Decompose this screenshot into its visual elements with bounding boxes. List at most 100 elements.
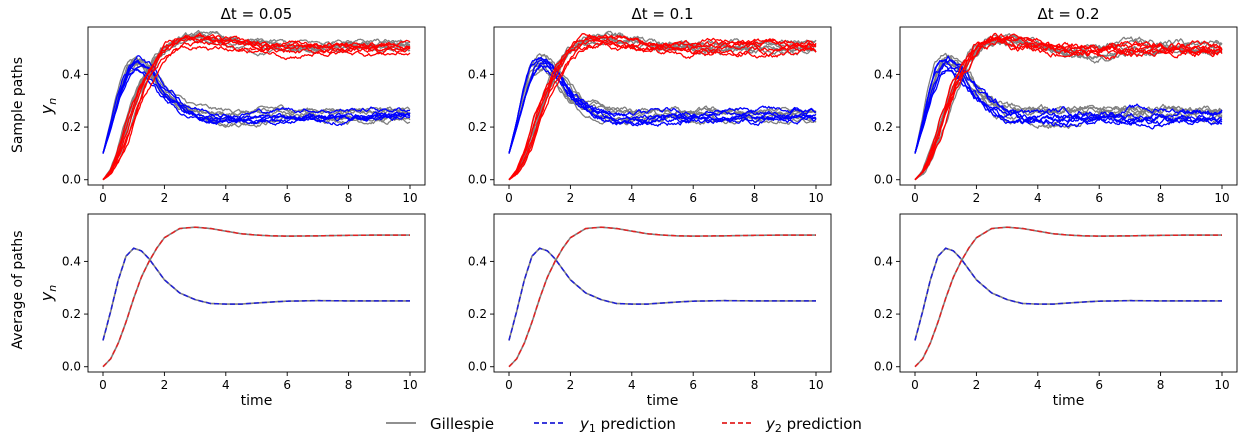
x-tick-label: 4 — [628, 378, 636, 392]
tau-y2-path — [102, 32, 411, 181]
x-tick-label: 6 — [283, 378, 291, 392]
x-tick-label: 4 — [222, 378, 230, 392]
y-tick-label: 0.0 — [62, 173, 81, 187]
gillespie-y2-path — [102, 29, 411, 181]
y2-prediction-line — [914, 226, 1222, 368]
y-tick-label: 0.4 — [62, 254, 81, 268]
y-tick-label: 0.2 — [468, 120, 487, 134]
x-tick-label: 8 — [1157, 378, 1165, 392]
tau-y2-path — [914, 33, 1223, 181]
plot-area — [914, 32, 1223, 181]
panel-r1-c1: 0 2 4 6 8 10 0.0 0.2 0.4 time — [468, 213, 832, 409]
tau-y2-path — [102, 34, 411, 181]
y-tick-label: 0.4 — [468, 254, 487, 268]
x-tick-label: 2 — [161, 378, 169, 392]
panel-title: Δt = 0.1 — [631, 5, 693, 23]
panel-r1-c2: 0 2 4 6 8 10 0.0 0.2 0.4 time — [874, 213, 1238, 409]
axes-frame — [87, 213, 426, 373]
plot-area — [508, 226, 816, 368]
y-tick-label: 0.4 — [468, 67, 487, 81]
panel-r0-c2: 0 2 4 6 8 10 0.0 0.2 0.4 Δt = 0.2 — [874, 5, 1238, 205]
gillespie-y2-path — [102, 30, 411, 181]
legend-label-gillespie: Gillespie — [430, 415, 494, 433]
tau-y2-path — [508, 39, 817, 181]
x-tick-label: 6 — [689, 378, 697, 392]
plot-area — [508, 30, 817, 181]
y1-prediction-line — [102, 247, 410, 341]
y2-prediction-line — [102, 226, 410, 368]
legend-label-y2: y2 prediction — [765, 415, 862, 435]
panel-r0-c0: 0 2 4 6 8 10 0.0 0.2 0.4 Δt = 0.05 yn — [37, 5, 426, 205]
gillespie-y2-path — [102, 35, 411, 181]
y-tick-label: 0.4 — [62, 67, 81, 81]
tau-y1-path — [508, 64, 817, 154]
plot-area — [102, 226, 410, 368]
x-tick-label: 10 — [808, 378, 823, 392]
y-tick-label: 0.0 — [874, 173, 893, 187]
y1-prediction-line — [508, 247, 816, 341]
axes-frame — [493, 213, 832, 373]
tau-y1-path — [102, 59, 411, 154]
gillespie-y2-path — [102, 35, 411, 181]
x-tick-label: 8 — [345, 191, 353, 205]
x-tick-label: 10 — [402, 191, 417, 205]
x-axis-label: time — [1053, 393, 1085, 409]
tau-y1-path — [914, 58, 1223, 154]
x-tick-label: 6 — [1095, 191, 1103, 205]
x-tick-label: 2 — [973, 378, 981, 392]
legend-label-y1: y1 prediction — [579, 415, 676, 435]
y-tick-label: 0.4 — [874, 67, 893, 81]
panel-title: Δt = 0.2 — [1037, 5, 1099, 23]
x-axis-label: time — [241, 393, 273, 409]
x-tick-label: 6 — [283, 191, 291, 205]
tau-y2-path — [508, 33, 817, 181]
x-tick-label: 2 — [973, 191, 981, 205]
panel-r1-c0: 0 2 4 6 8 10 0.0 0.2 0.4 time yn — [37, 213, 426, 409]
axes-frame — [493, 26, 832, 186]
y-tick-label: 0.2 — [874, 120, 893, 134]
y-tick-label: 0.0 — [62, 360, 81, 374]
y2-prediction-line — [508, 226, 816, 368]
tau-y2-path — [914, 36, 1223, 181]
y-tick-label: 0.2 — [874, 307, 893, 321]
y-axis-label: yn — [37, 98, 59, 115]
row-label-average: Average of paths — [10, 230, 26, 349]
axes-frame — [87, 26, 426, 186]
x-tick-label: 4 — [222, 191, 230, 205]
x-tick-label: 0 — [911, 378, 919, 392]
x-tick-label: 8 — [751, 191, 759, 205]
plot-area — [914, 226, 1222, 368]
y-tick-label: 0.0 — [468, 360, 487, 374]
x-tick-label: 8 — [751, 378, 759, 392]
y-axis-label: yn — [37, 285, 59, 302]
axes-frame — [899, 213, 1238, 373]
x-tick-label: 4 — [628, 191, 636, 205]
tau-y1-path — [914, 62, 1223, 154]
row-label-sample-paths: Sample paths — [10, 57, 26, 153]
tau-y2-path — [102, 34, 411, 181]
y-tick-label: 0.4 — [874, 254, 893, 268]
axes-frame — [899, 26, 1238, 186]
gillespie-y1-path — [508, 53, 817, 154]
x-tick-label: 8 — [345, 378, 353, 392]
x-tick-label: 0 — [505, 378, 513, 392]
tau-y2-path — [914, 33, 1223, 181]
x-tick-label: 0 — [911, 191, 919, 205]
x-axis-label: time — [647, 393, 679, 409]
x-tick-label: 2 — [567, 191, 575, 205]
y-tick-label: 0.2 — [468, 307, 487, 321]
panels: 0 2 4 6 8 10 0.0 0.2 0.4 Δt = 0.05 yn 0 2 4 6 8 10 0.0 0.2… — [37, 5, 1238, 409]
y-tick-label: 0.0 — [468, 173, 487, 187]
y-tick-label: 0.2 — [62, 120, 81, 134]
x-tick-label: 0 — [99, 191, 107, 205]
x-tick-label: 10 — [1214, 191, 1229, 205]
y1-prediction-line — [914, 247, 1222, 341]
x-tick-label: 10 — [402, 378, 417, 392]
x-tick-label: 2 — [161, 191, 169, 205]
x-tick-label: 4 — [1034, 191, 1042, 205]
panel-title: Δt = 0.05 — [221, 5, 293, 23]
tau-y2-path — [102, 35, 411, 181]
y-tick-label: 0.2 — [62, 307, 81, 321]
x-tick-label: 0 — [505, 191, 513, 205]
